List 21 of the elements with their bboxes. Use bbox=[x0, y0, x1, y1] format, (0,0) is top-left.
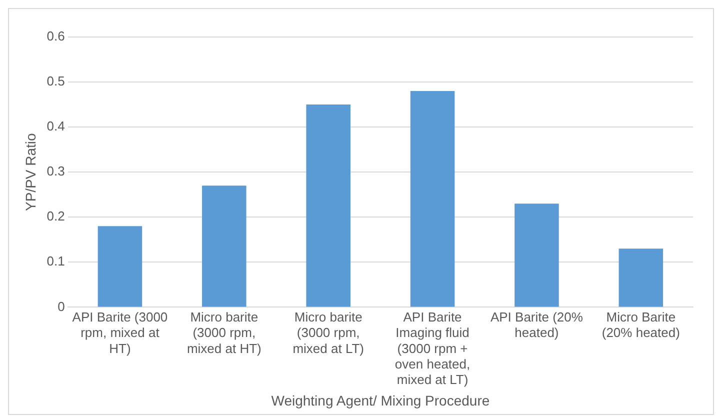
y-tick-label: 0.2 bbox=[46, 208, 65, 224]
x-tick-label: Micro barite (3000 rpm, mixed at HT) bbox=[186, 310, 262, 356]
x-axis-title: Weighting Agent/ Mixing Procedure bbox=[271, 392, 490, 408]
x-tick-label: Micro barite (3000 rpm, mixed at LT) bbox=[292, 310, 364, 356]
bar bbox=[306, 104, 350, 307]
bar bbox=[98, 226, 142, 307]
bar bbox=[410, 91, 455, 307]
x-tick-label: API Barite Imaging fluid (3000 rpm + oven heated, mixed at LT) bbox=[394, 310, 470, 387]
bar bbox=[618, 248, 664, 307]
y-tick-label: 0.1 bbox=[46, 254, 65, 269]
y-tick-label: 0 bbox=[58, 298, 65, 314]
x-tick-label: API Barite (3000 rpm, mixed at HT) bbox=[72, 310, 168, 356]
y-tick-label: 0.6 bbox=[46, 28, 65, 44]
bar bbox=[514, 204, 559, 307]
y-axis-title: YP/PV Ratio bbox=[22, 132, 38, 212]
y-tick-label: 0.4 bbox=[46, 118, 65, 134]
x-tick-label: API Barite (20% heated) bbox=[490, 310, 584, 340]
x-tick-label: Micro Barite (20% heated) bbox=[602, 310, 680, 340]
y-tick-label: 0.5 bbox=[46, 74, 65, 89]
bar bbox=[202, 186, 246, 307]
y-tick-label: 0.3 bbox=[46, 164, 65, 179]
